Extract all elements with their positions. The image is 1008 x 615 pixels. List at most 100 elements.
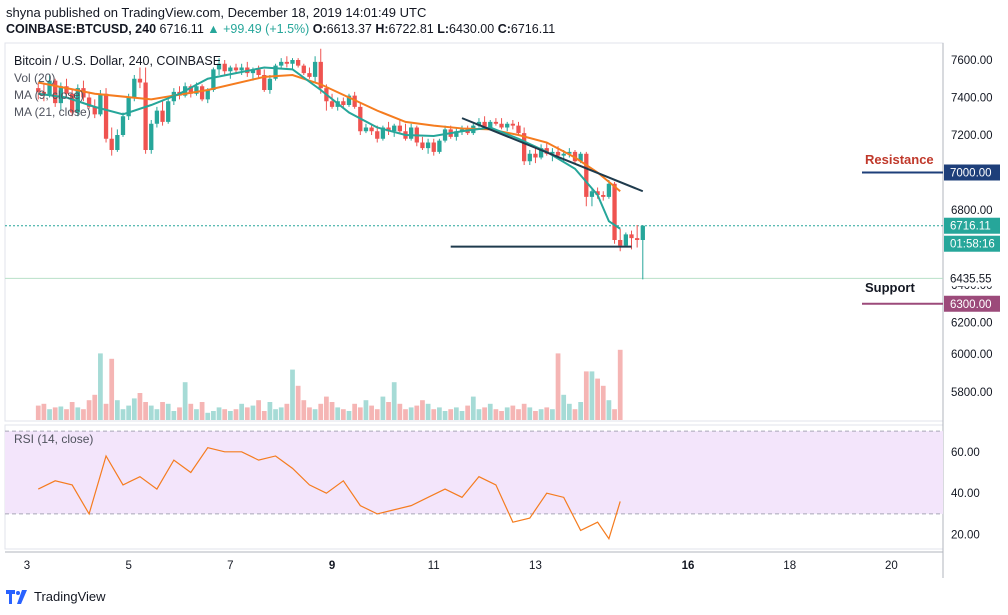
volume-bar	[578, 402, 584, 420]
volume-bar	[261, 411, 267, 420]
rsi-line	[37, 447, 621, 541]
candle-body	[267, 78, 273, 90]
candle-body	[629, 234, 634, 239]
candle-body	[589, 191, 595, 197]
volume-bar	[98, 353, 103, 420]
support-tag-bg	[944, 295, 1000, 312]
candle-body	[58, 86, 63, 104]
volume-bar	[380, 396, 386, 420]
price-tick-label: 6200.00	[951, 318, 993, 330]
volume-bar	[188, 403, 194, 420]
time-tick-label: 16	[682, 560, 695, 572]
candle-body	[375, 131, 380, 139]
volume-bar	[256, 400, 261, 420]
rsi-tick-label: 20.00	[951, 530, 980, 542]
candle-body	[538, 148, 544, 158]
moving-averages	[38, 66, 621, 230]
last-price: 6716.11	[159, 22, 204, 36]
candle-body	[527, 153, 532, 162]
volume-bar	[120, 409, 126, 420]
price-tick-label: 6800.00	[951, 205, 993, 217]
price-tick-label: 7200.00	[951, 130, 993, 142]
footer: TradingView	[0, 585, 1008, 615]
publisher-line: shyna published on TradingView.com, Dece…	[6, 5, 427, 20]
chart-canvas[interactable]: 7600.007400.007200.007000.006800.006600.…	[0, 0, 1008, 585]
support-annotation: Support	[865, 280, 915, 295]
candle-body	[550, 151, 555, 154]
candle-body	[222, 63, 227, 72]
candle-body	[595, 191, 600, 195]
time-tick-label: 20	[885, 560, 898, 572]
candle-body	[154, 110, 160, 124]
volume-bar	[617, 349, 623, 420]
volume-bar	[550, 409, 555, 420]
low-price-tag: 6435.55	[950, 273, 992, 285]
ma21-legend: MA (21, close)	[14, 105, 91, 119]
candle-body	[493, 121, 499, 124]
candle-body	[476, 121, 482, 126]
candle-body	[160, 110, 165, 122]
candle-body	[312, 61, 318, 77]
volume-bar	[143, 402, 148, 420]
volume-bar	[165, 403, 171, 420]
candle-body	[143, 82, 148, 150]
volume-bar	[470, 396, 476, 420]
candle-body	[92, 106, 97, 115]
volume-bar	[81, 409, 86, 420]
close-value: 6716.11	[510, 22, 556, 36]
candle-body	[578, 153, 583, 162]
volume-bar	[194, 409, 199, 420]
price-tick-label: 7600.00	[951, 55, 993, 67]
candle-body	[256, 69, 261, 75]
candle-body	[47, 80, 52, 96]
volume-bar	[131, 398, 137, 420]
trendline	[461, 117, 644, 193]
candle-body	[555, 151, 561, 156]
candle-body	[409, 127, 414, 139]
open-value: 6613.37	[326, 22, 372, 36]
volume-bar	[41, 403, 47, 420]
volume-bar	[103, 403, 109, 420]
candle-body	[601, 195, 606, 197]
volume-bar	[126, 405, 132, 420]
up-arrow-icon: ▲	[207, 22, 220, 36]
volume-bar	[205, 412, 211, 420]
candle-body	[329, 101, 335, 107]
candle-body	[606, 183, 612, 197]
volume-bar	[216, 407, 222, 420]
volume-bar	[290, 369, 295, 420]
tradingview-logo[interactable]: TradingView	[6, 589, 106, 604]
volume-bar	[340, 409, 346, 420]
volume-bar	[448, 409, 454, 420]
volume-bar	[346, 411, 352, 420]
volume-bar	[75, 407, 81, 420]
volume-bar	[335, 407, 341, 420]
volume-bar	[612, 409, 617, 420]
volume-bar	[177, 407, 182, 420]
volume-bar	[52, 407, 58, 420]
volume-bar	[324, 396, 329, 420]
volume-bar	[278, 407, 284, 420]
candle-body	[120, 116, 126, 135]
volume-bar	[374, 409, 380, 420]
volume-tick-label: 6000.00	[951, 349, 993, 361]
volume-bar	[538, 409, 544, 420]
resistance-annotation: Resistance	[865, 152, 934, 167]
volume-bar	[606, 400, 612, 420]
chart-title: Bitcoin / U.S. Dollar, 240, COINBASE	[14, 54, 222, 68]
volume-bar	[233, 409, 239, 420]
candle-body	[425, 142, 431, 149]
candle-body	[103, 93, 109, 139]
volume-bar	[137, 393, 143, 420]
candle-body	[126, 97, 131, 117]
volume-bar	[600, 385, 606, 420]
candle-body	[36, 88, 41, 92]
candle-body	[188, 86, 193, 94]
volume-bar	[357, 407, 363, 420]
level-lines	[5, 171, 943, 305]
last-price-tag: 6716.11	[950, 221, 991, 233]
volume-bar	[222, 409, 228, 420]
volume-bar	[301, 400, 307, 420]
candle-body	[279, 61, 284, 66]
volume-bar	[160, 402, 165, 420]
